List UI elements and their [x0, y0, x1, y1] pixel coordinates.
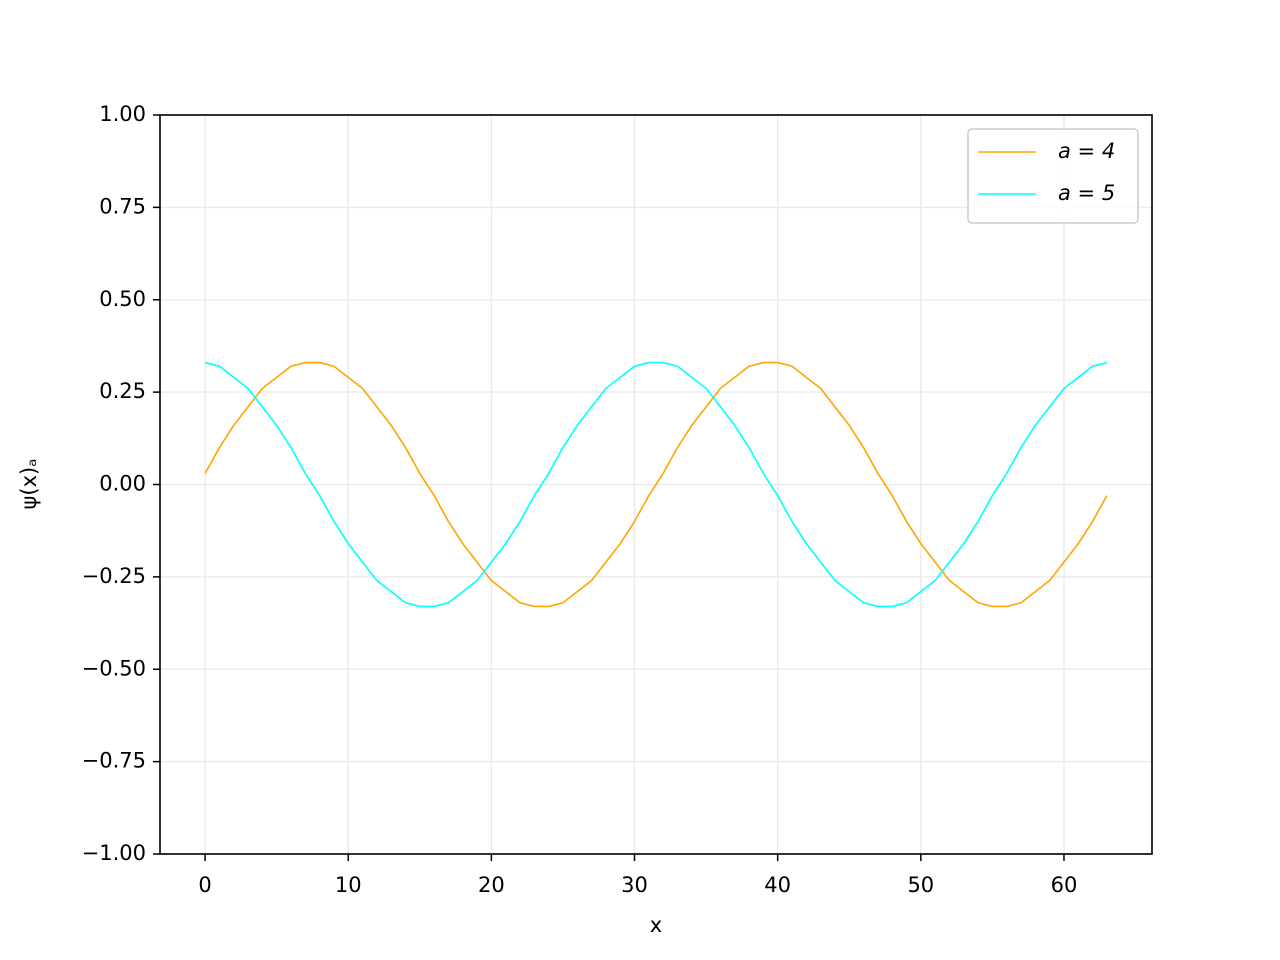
- x-tick-label: 60: [1051, 873, 1078, 897]
- y-tick-label: −0.25: [82, 564, 146, 588]
- line-series: [204, 361, 1108, 608]
- x-axis-label: x: [650, 913, 662, 937]
- y-tick-label: −0.75: [82, 749, 146, 773]
- x-tick-label: 20: [478, 873, 505, 897]
- legend-label: a = 5: [1058, 181, 1115, 205]
- y-axis-label: ψ(x)ₐ: [17, 459, 41, 510]
- y-tick-label: 0.00: [99, 472, 146, 496]
- plot-frame: [159, 114, 1153, 855]
- x-tick-label: 10: [335, 873, 362, 897]
- y-tick-label: 1.00: [99, 102, 146, 126]
- x-tick-label: 30: [621, 873, 648, 897]
- y-tick-label: −1.00: [82, 841, 146, 865]
- y-tick-label: −0.50: [82, 656, 146, 680]
- y-tick-label: 0.25: [99, 379, 146, 403]
- y-tick-label: 0.50: [99, 287, 146, 311]
- line-series: [204, 361, 1108, 608]
- y-tick-label: 0.75: [99, 194, 146, 218]
- legend-label: a = 4: [1058, 139, 1115, 163]
- x-tick-label: 0: [198, 873, 211, 897]
- x-tick-label: 40: [764, 873, 791, 897]
- x-tick-label: 50: [907, 873, 934, 897]
